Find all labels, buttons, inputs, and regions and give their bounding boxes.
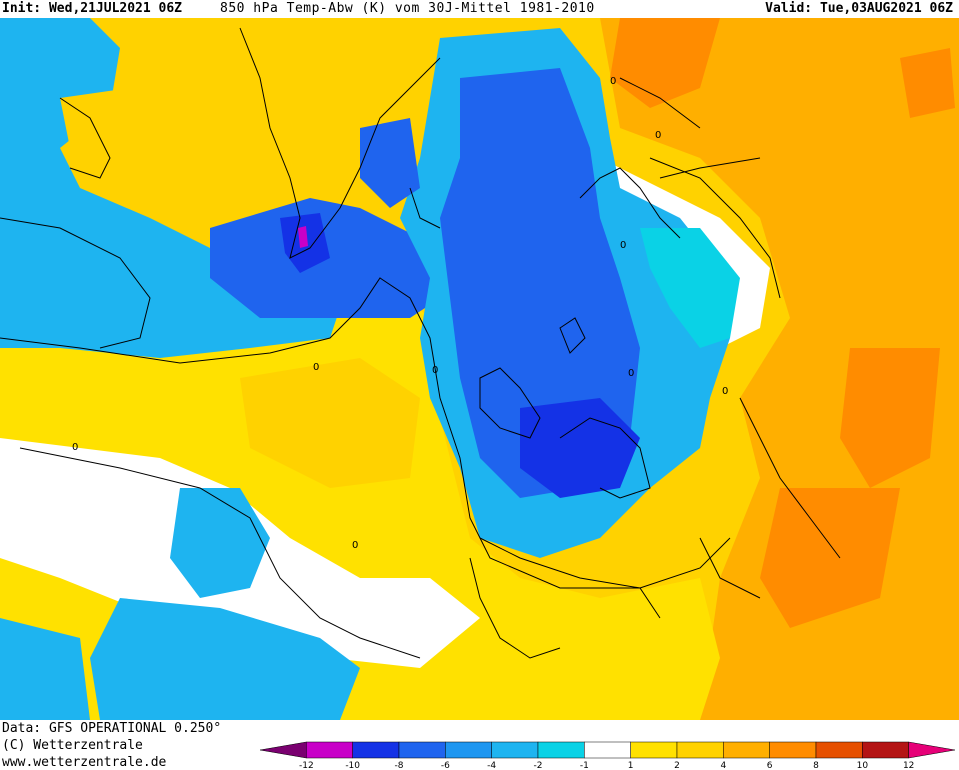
legend-color-0 <box>259 741 307 759</box>
legend-tick-label: 4 <box>720 761 726 770</box>
legend-color-6 <box>537 741 585 759</box>
legend-color-3 <box>398 741 446 759</box>
legend-color-4 <box>445 741 492 759</box>
legend-ticks: -12 -10 -8 -6 -4 -2 -1 1 2 4 6 8 10 12 <box>299 761 914 770</box>
cold-iceland-sea <box>360 118 420 208</box>
warm-atlantic-core <box>240 358 420 488</box>
contour-label: 0 <box>628 368 634 379</box>
contour-label: 0 <box>620 240 626 251</box>
cold-central-core <box>440 68 640 498</box>
legend-color-14 <box>908 741 956 759</box>
cold-southwest <box>0 618 90 720</box>
legend-color-9 <box>676 741 724 759</box>
legend-color-11 <box>769 741 817 759</box>
chart-footer: Data: GFS OPERATIONAL 0.250° (C) Wetterz… <box>0 720 959 770</box>
legend-color-1 <box>306 741 353 759</box>
warm-canada-island <box>60 88 140 168</box>
legend-color-13 <box>862 741 909 759</box>
color-legend: -12 -10 -8 -6 -4 -2 -1 1 2 4 6 8 10 12 <box>259 741 956 770</box>
warm-far-northeast <box>900 48 955 118</box>
legend-tick-label: 2 <box>674 761 680 770</box>
copyright: (C) Wetterzentrale <box>2 738 143 753</box>
warm-scandinavia-north <box>610 18 720 108</box>
legend-tick-label: -2 <box>534 761 543 770</box>
warm-middle-east <box>760 488 900 628</box>
legend-color-12 <box>815 741 863 759</box>
contour-label: 0 <box>313 362 319 373</box>
valid-time: Valid: Tue,03AUG2021 06Z <box>765 1 953 16</box>
legend-tick-label: -12 <box>299 761 314 770</box>
contour-label: 0 <box>72 442 78 453</box>
legend-color-5 <box>491 741 539 759</box>
legend-color-2 <box>352 741 400 759</box>
legend-color-7 <box>584 741 631 759</box>
legend-tick-label: 6 <box>767 761 773 770</box>
contour-label: 0 <box>432 365 438 376</box>
legend-color-8 <box>630 741 678 759</box>
coastlines <box>0 27 841 659</box>
legend-tick-label: 10 <box>857 761 869 770</box>
map-svg: 0 0 0 0 0 0 0 0 0 <box>0 18 959 720</box>
legend-tick-label: 12 <box>903 761 914 770</box>
greenland-warm <box>210 18 450 198</box>
contour-label: 0 <box>610 76 616 87</box>
extreme-cold-spot <box>298 226 308 248</box>
legend-tick-label: 1 <box>628 761 634 770</box>
anomaly-map: 0 0 0 0 0 0 0 0 0 <box>0 18 959 720</box>
contour-label: 0 <box>722 386 728 397</box>
contour-label: 0 <box>352 540 358 551</box>
cold-south-atlantic <box>90 598 360 720</box>
legend-tick-label: -6 <box>441 761 450 770</box>
cyan-baltic <box>640 228 740 348</box>
init-time: Init: Wed,21JUL2021 06Z <box>2 1 183 16</box>
very-cold-western-europe <box>520 398 640 498</box>
data-source: Data: GFS OPERATIONAL 0.250° <box>2 721 222 736</box>
contour-label: 0 <box>655 130 661 141</box>
legend-color-10 <box>723 741 770 759</box>
website: www.wetterzentrale.de <box>2 755 167 770</box>
legend-bars <box>259 741 956 759</box>
legend-tick-label: 8 <box>813 761 819 770</box>
contour-labels: 0 0 0 0 0 0 0 0 0 <box>72 76 728 551</box>
chart-description: 850 hPa Temp-Abw (K) vom 30J-Mittel 1981… <box>220 1 595 16</box>
legend-tick-label: -1 <box>580 761 589 770</box>
warm-russia-east <box>840 348 940 488</box>
legend-tick-label: -4 <box>487 761 496 770</box>
chart-header: Init: Wed,21JUL2021 06Z 850 hPa Temp-Abw… <box>0 0 959 18</box>
legend-tick-label: -8 <box>395 761 404 770</box>
legend-tick-label: -10 <box>345 761 360 770</box>
zero-contours <box>0 157 781 659</box>
